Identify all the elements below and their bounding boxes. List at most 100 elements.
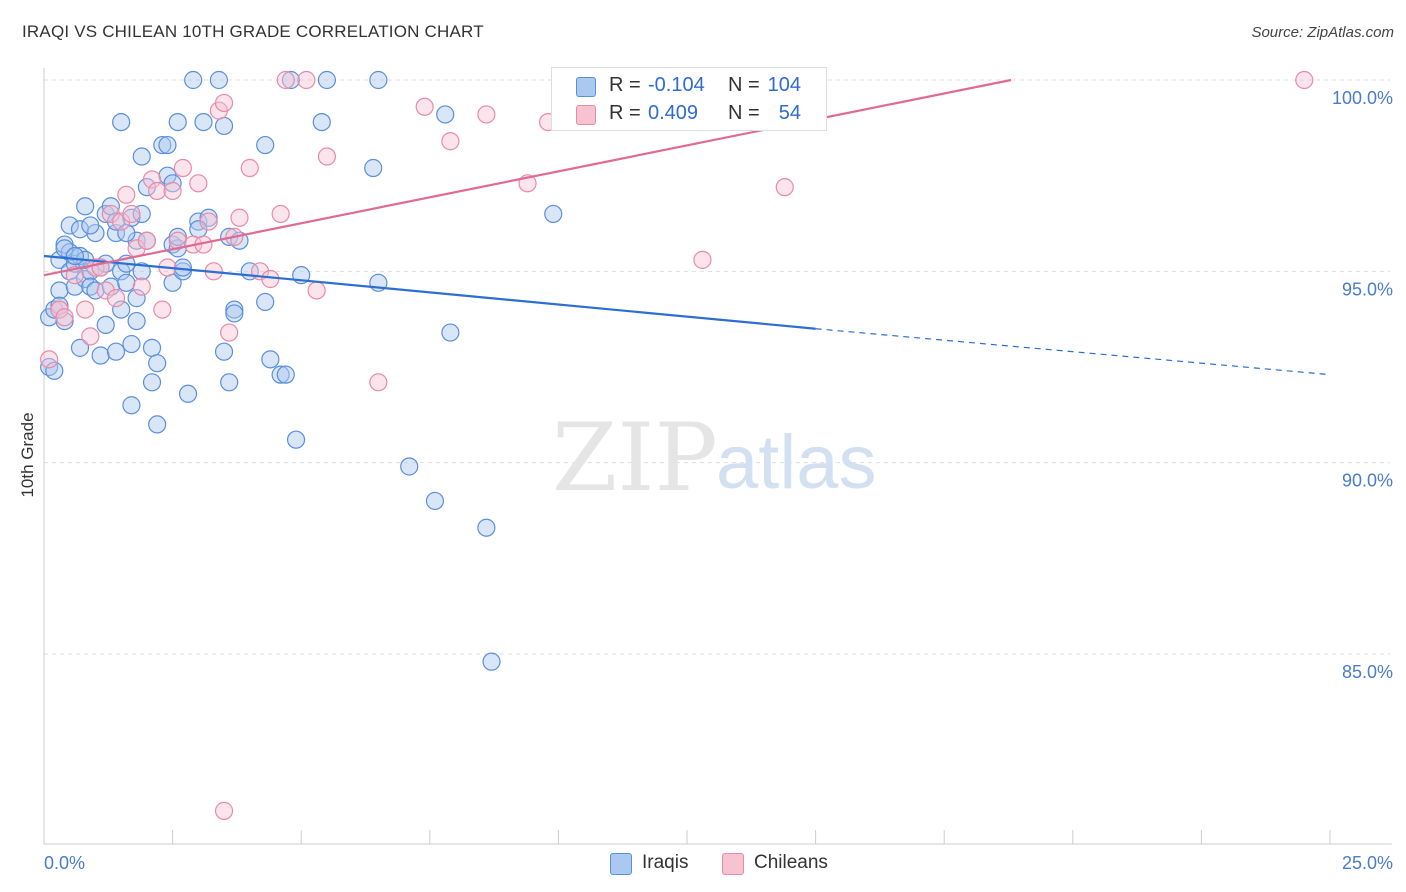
chilean-point <box>40 350 59 369</box>
legend-label-iraqis: Iraqis <box>642 852 689 873</box>
iraqi-point <box>214 116 234 136</box>
chilean-point <box>163 181 182 201</box>
chilean-point <box>112 212 131 231</box>
iraqi-point <box>189 212 208 231</box>
legend-n-value: 54 <box>778 102 801 124</box>
iraqi-point <box>112 112 131 132</box>
chart-title: IRAQI VS CHILEAN 10TH GRADE CORRELATION … <box>22 22 484 41</box>
bottom-legend-iraqis[interactable]: Iraqis <box>610 850 730 878</box>
iraqi-point <box>127 231 146 250</box>
iraqi-point <box>70 220 90 239</box>
y-tick-label: 95.0% <box>1342 279 1393 299</box>
x-tick-label: 0.0% <box>44 853 85 873</box>
chilean-point <box>148 181 167 201</box>
legend-swatch-blue <box>610 853 632 875</box>
iraqi-point <box>214 342 234 361</box>
chilean-point <box>76 300 95 319</box>
iraqi-point <box>96 315 115 335</box>
iraqi-point <box>148 415 167 434</box>
iraqi-point <box>178 384 198 403</box>
chilean-point <box>415 97 434 116</box>
chilean-point <box>317 147 337 166</box>
iraqi-point <box>312 112 331 132</box>
chilean-point <box>132 277 151 296</box>
iraqi-point <box>477 518 496 537</box>
chilean-point <box>214 801 234 820</box>
iraqi-point <box>50 281 69 300</box>
iraqi-point <box>441 323 460 342</box>
chilean-point <box>1295 70 1314 90</box>
legend-r-label: R = <box>609 74 641 96</box>
iraqi-trend-extension <box>815 328 1331 376</box>
iraqi-point <box>276 365 295 384</box>
chilean-point <box>55 308 74 327</box>
chilean-point <box>271 204 290 224</box>
y-tick-label: 100.0% <box>1332 88 1393 108</box>
correlation-legend: R = -0.104 N = 104 R = 0.409 N = 54 <box>551 67 827 131</box>
iraqi-point <box>286 430 306 449</box>
iraqi-point <box>106 342 126 361</box>
legend-swatch-pink <box>722 853 744 875</box>
axes <box>43 68 1392 845</box>
chilean-point <box>96 281 115 300</box>
chilean-point <box>173 158 192 178</box>
iraqi-point <box>127 311 146 331</box>
legend-label-chileans: Chileans <box>754 852 828 873</box>
y-axis-label: 10th Grade <box>18 412 37 497</box>
trend-lines <box>43 78 1331 376</box>
iraqi-point <box>168 227 187 246</box>
iraqi-point <box>225 304 244 323</box>
iraqi-point <box>482 652 501 671</box>
legend-n-value: 104 <box>767 74 801 96</box>
x-tick-label: 25.0% <box>1342 853 1393 873</box>
iraqi-point <box>225 300 244 319</box>
iraqi-point <box>184 70 203 90</box>
iraqi-point <box>65 246 84 266</box>
chilean-point <box>199 212 218 231</box>
iraqi-point <box>122 334 141 354</box>
iraqi-point <box>281 70 301 90</box>
iraqi-point <box>256 135 275 155</box>
chilean-point <box>693 250 712 269</box>
legend-n-label: N = <box>728 74 760 96</box>
watermark-atlas: atlas <box>716 420 877 505</box>
tick-labels: 85.0% 90.0% 95.0% 100.0% 0.0% 25.0% <box>44 88 1393 873</box>
iraqi-point <box>122 396 141 415</box>
iraqi-point <box>317 70 337 90</box>
iraqi-point <box>132 204 151 224</box>
chilean-point <box>137 231 156 250</box>
legend-n-label: N = <box>728 102 760 124</box>
iraqi-point <box>60 216 79 235</box>
iraqi-point <box>132 262 151 281</box>
watermark: ZIP atlas <box>552 404 877 513</box>
iraqi-point <box>91 346 110 365</box>
iraqi-point <box>153 135 172 155</box>
iraqi-point <box>117 273 136 292</box>
iraqi-point <box>132 147 151 166</box>
iraqi-point <box>50 296 69 315</box>
iraqi-point <box>158 135 177 155</box>
chilean-point <box>297 70 316 90</box>
chilean-point <box>369 373 388 392</box>
iraqi-point <box>369 70 388 90</box>
iraqi-point <box>436 105 455 124</box>
y-tick-label: 90.0% <box>1342 471 1393 491</box>
chilean-point <box>220 323 239 342</box>
bottom-legend-chileans[interactable]: Chileans <box>722 850 842 878</box>
iraqi-point <box>271 365 290 384</box>
iraqi-point <box>148 354 167 373</box>
iraqi-point <box>400 457 419 476</box>
iraqi-point <box>76 197 95 216</box>
iraqi-point <box>220 373 239 392</box>
chilean-point <box>142 170 162 189</box>
chilean-point <box>106 289 126 308</box>
legend-r-label: R = <box>609 102 641 124</box>
iraqi-point <box>364 158 383 178</box>
legend-row-chileans: R = 0.409 N = 54 <box>552 100 826 130</box>
chilean-point <box>477 105 496 124</box>
iraqi-point <box>142 338 162 357</box>
iraqi-point <box>261 350 280 369</box>
chilean-point <box>276 70 295 90</box>
iraqi-point <box>70 338 90 357</box>
chilean-point <box>441 132 460 151</box>
